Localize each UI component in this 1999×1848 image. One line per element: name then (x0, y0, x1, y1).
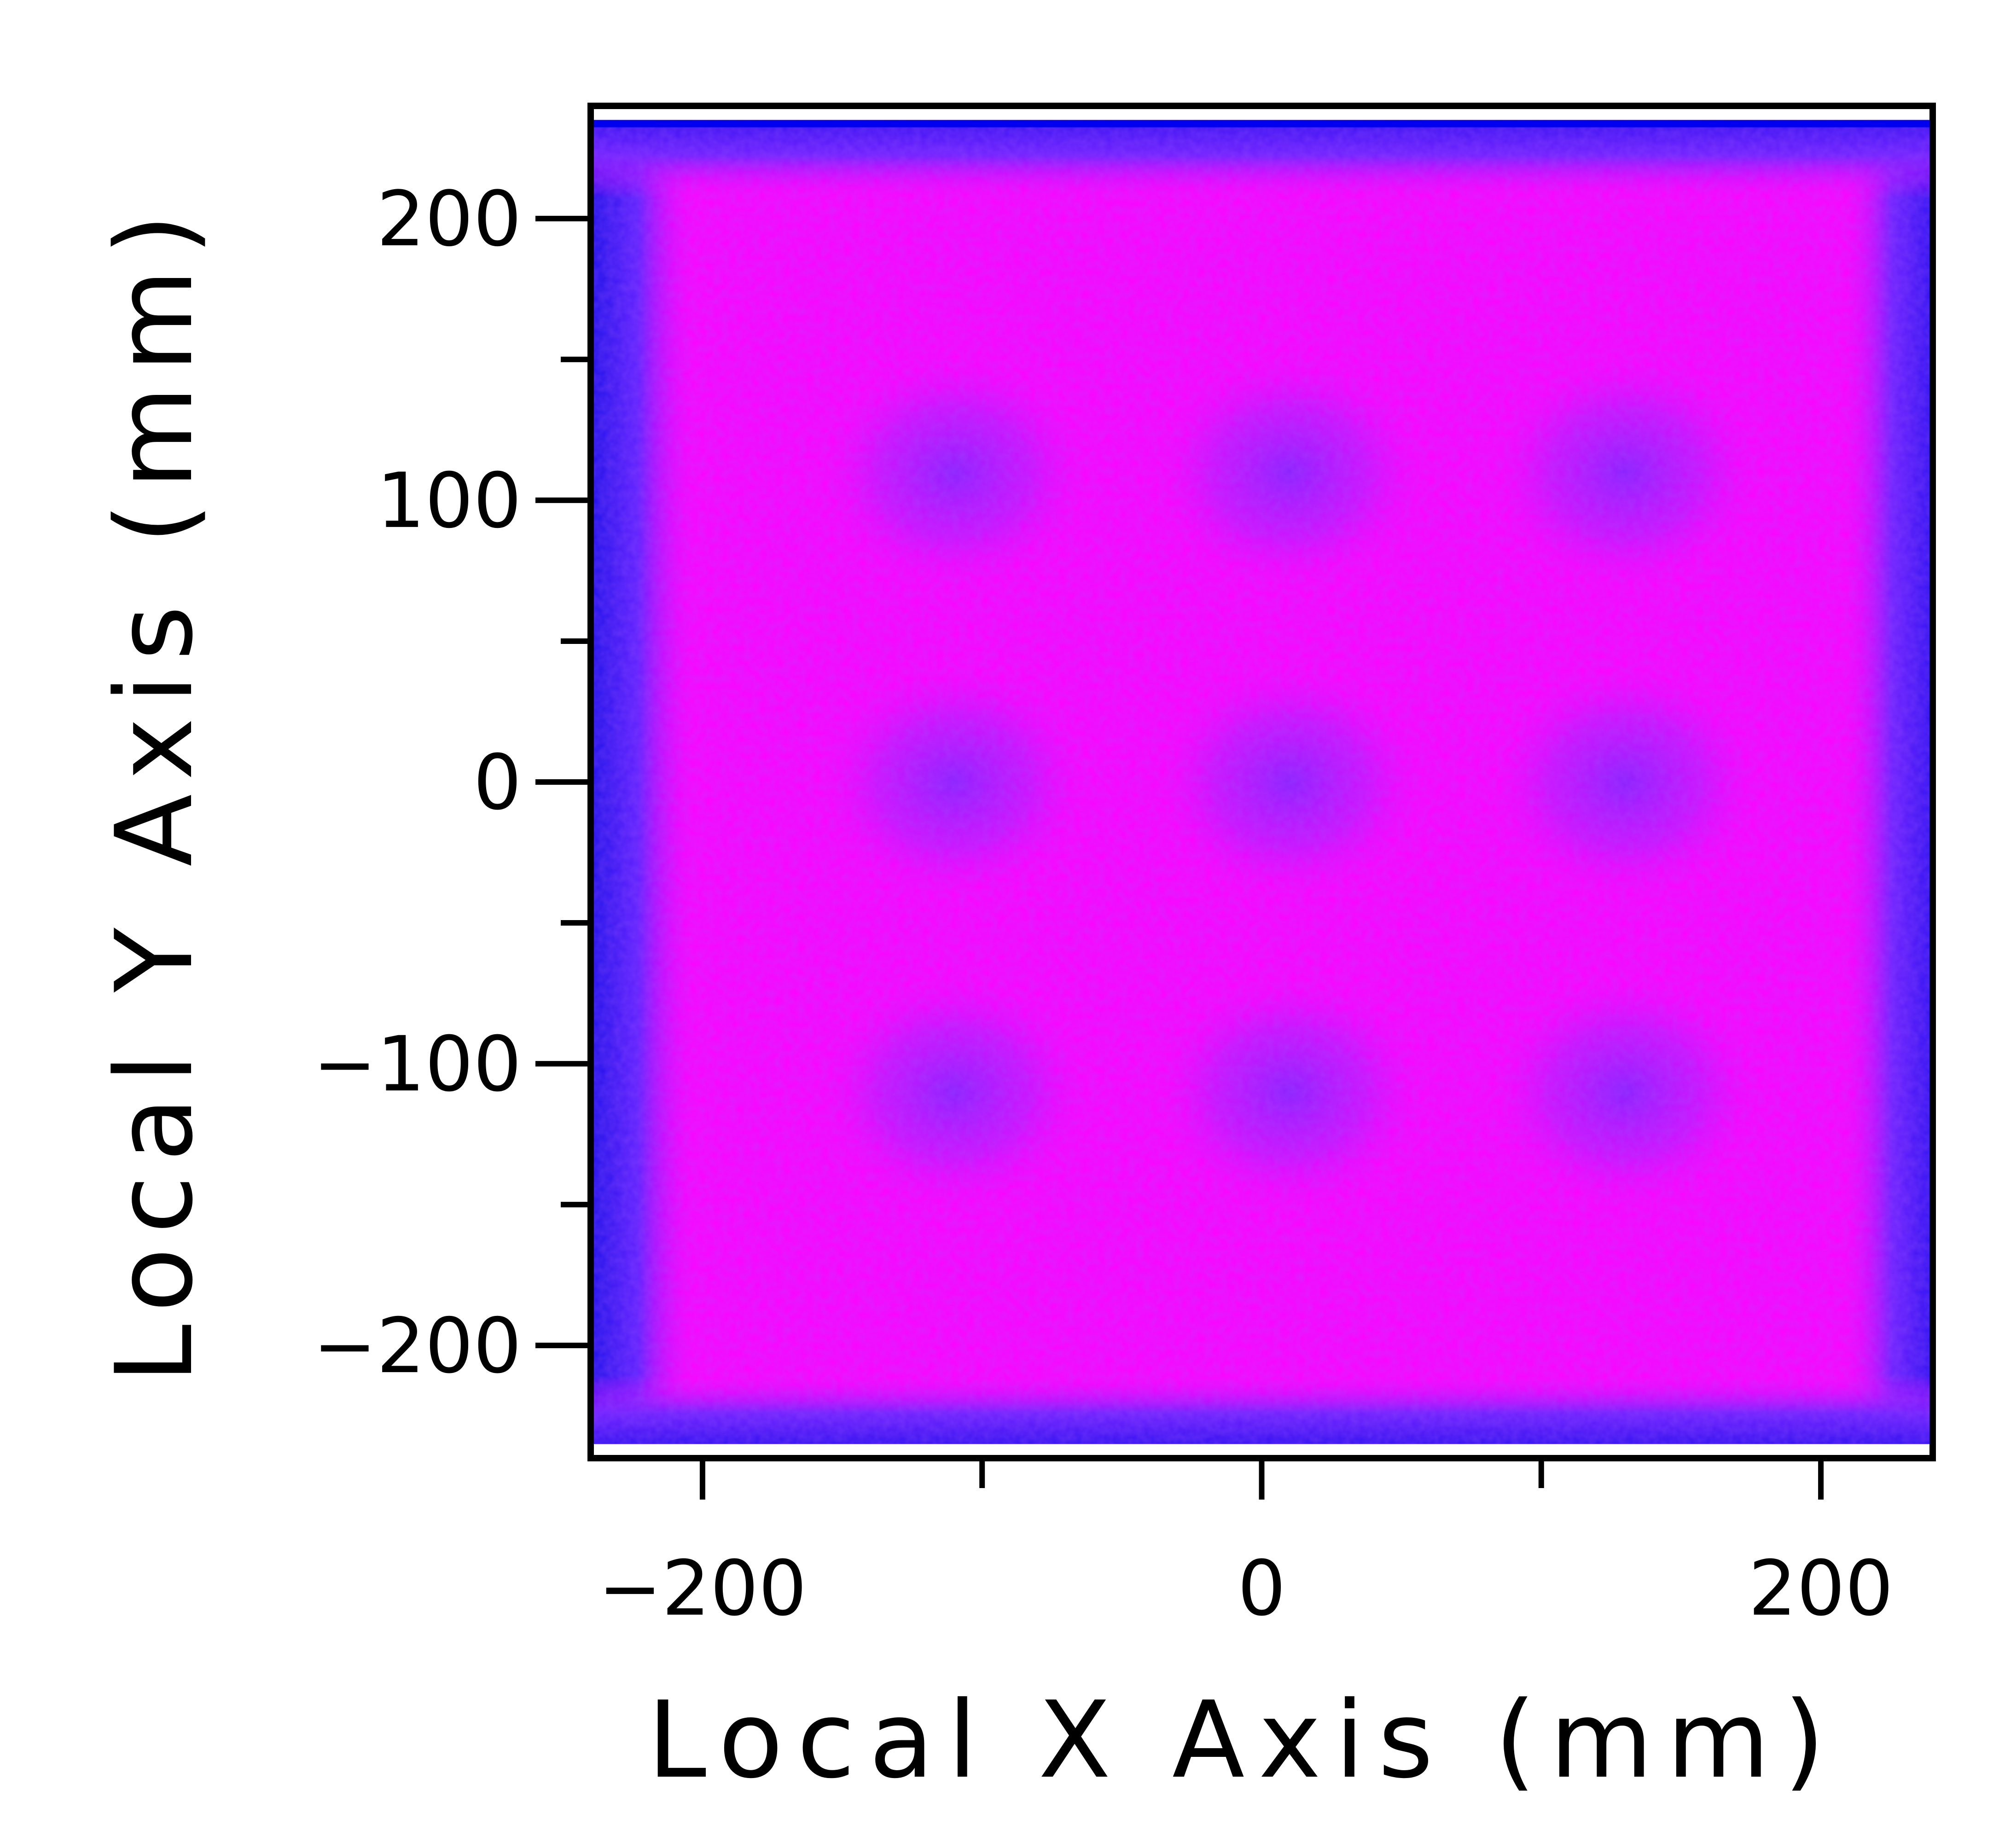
x-tick-label: 200 (1749, 1544, 1894, 1633)
heatmap-noise (591, 120, 1933, 1444)
y-tick-label: 0 (473, 738, 522, 827)
y-tick-label: −100 (313, 1020, 522, 1108)
y-axis-label: Local Y Axis (mm) (93, 200, 216, 1384)
x-tick-label: 0 (1238, 1544, 1286, 1633)
y-tick-label: 200 (377, 175, 522, 263)
y-axis-ticks: 200 100 0 −100 −200 (313, 175, 591, 1390)
heatmap-top-line (591, 120, 1933, 127)
heatmap (591, 120, 1933, 1444)
x-tick-label: −200 (598, 1544, 807, 1633)
x-axis-ticks: −200 0 200 (598, 1458, 1894, 1633)
y-tick-label: −200 (313, 1302, 522, 1390)
y-tick-label: 100 (377, 457, 522, 545)
x-axis-label: Local X Axis (mm) (647, 1679, 1839, 1802)
